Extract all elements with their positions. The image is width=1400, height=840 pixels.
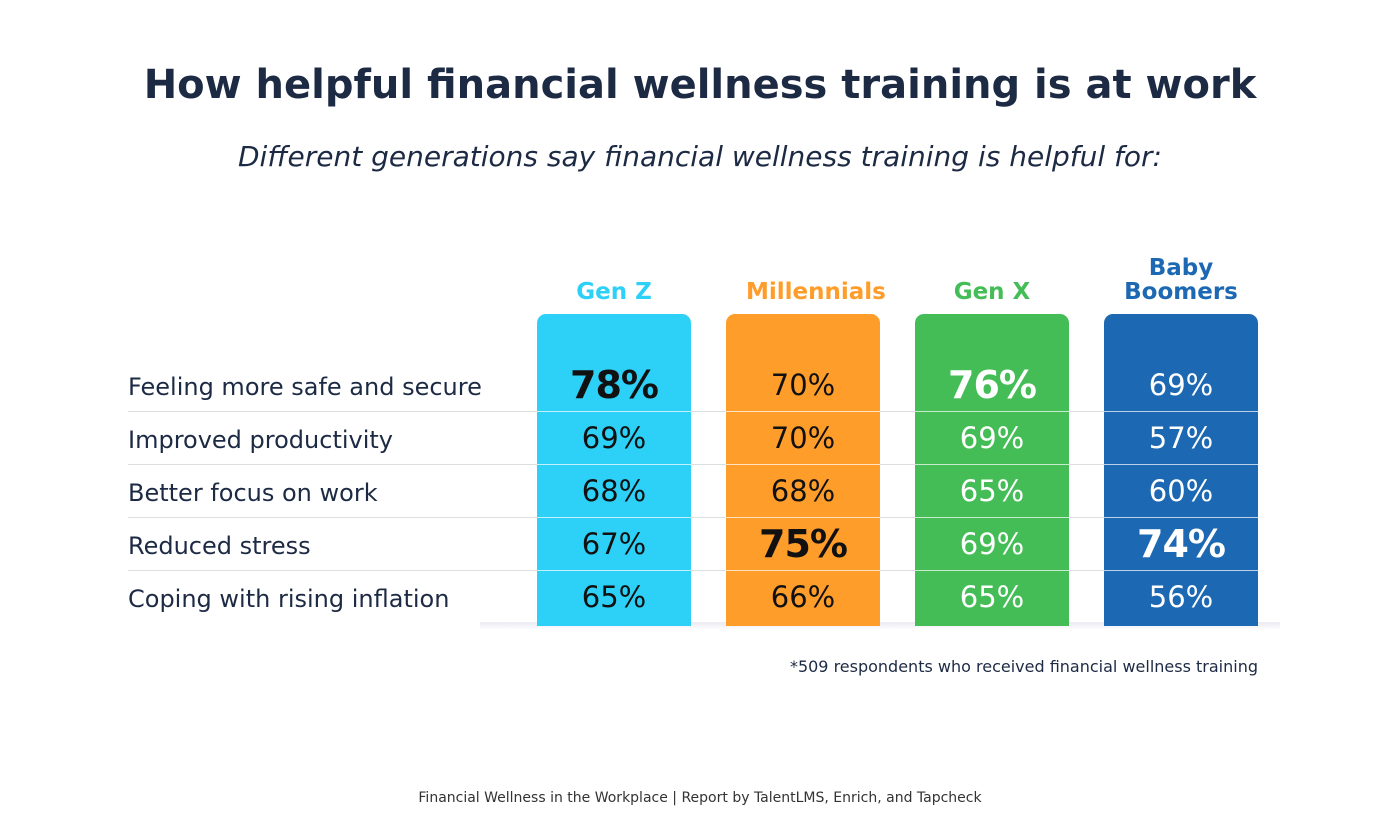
cell-value: 67%: [581, 527, 647, 561]
cell-value: 66%: [770, 580, 836, 614]
column-background: [726, 314, 880, 626]
cell-value: 69%: [959, 527, 1025, 561]
row-separator: [128, 464, 1258, 465]
cell-value: 65%: [959, 474, 1025, 508]
cell-value: 74%: [1137, 522, 1226, 566]
cell-value: 69%: [581, 421, 647, 455]
cell-value: 76%: [948, 363, 1037, 407]
cell-separator: [537, 411, 691, 412]
source: Financial Wellness in the Workplace | Re…: [418, 790, 982, 806]
cell-separator: [726, 464, 880, 465]
cell-separator: [726, 411, 880, 412]
subtitle: Different generations say financial well…: [238, 140, 1162, 173]
footnote: *509 respondents who received financial …: [789, 657, 1258, 676]
cell-value: 68%: [581, 474, 647, 508]
cell-value: 69%: [959, 421, 1025, 455]
cell-separator: [726, 570, 880, 571]
row-label: Improved productivity: [128, 426, 394, 454]
column-background: [915, 314, 1069, 626]
cell-separator: [1104, 464, 1258, 465]
cell-separator: [537, 517, 691, 518]
column-header: Gen Z: [576, 279, 652, 305]
row-label: Coping with rising inflation: [128, 585, 450, 613]
cell-value: 56%: [1148, 580, 1214, 614]
cell-separator: [1104, 411, 1258, 412]
row-label: Better focus on work: [128, 479, 378, 507]
cell-value: 60%: [1148, 474, 1214, 508]
cell-separator: [537, 570, 691, 571]
shadow: [480, 622, 1280, 630]
cell-value: 75%: [759, 522, 848, 566]
cell-separator: [1104, 570, 1258, 571]
cell-value: 68%: [770, 474, 836, 508]
row-label: Feeling more safe and secure: [128, 373, 482, 401]
row-separator: [128, 570, 1258, 571]
title: How helpful financial wellness training …: [143, 62, 1257, 108]
column-header: Gen X: [953, 279, 1031, 305]
cell-separator: [915, 411, 1069, 412]
column-background: [1104, 314, 1258, 626]
cell-value: 57%: [1148, 421, 1214, 455]
row-separator: [128, 517, 1258, 518]
cell-separator: [915, 517, 1069, 518]
row-label: Reduced stress: [128, 532, 311, 560]
column-background: [537, 314, 691, 626]
cell-value: 65%: [581, 580, 647, 614]
cell-separator: [915, 570, 1069, 571]
column-header: Millennials: [746, 279, 886, 305]
cell-separator: [915, 464, 1069, 465]
cell-separator: [537, 464, 691, 465]
cell-value: 69%: [1148, 368, 1214, 402]
row-separator: [128, 411, 1258, 412]
cell-separator: [1104, 517, 1258, 518]
cell-value: 70%: [770, 421, 836, 455]
cell-separator: [726, 517, 880, 518]
cell-value: 65%: [959, 580, 1025, 614]
cell-value: 78%: [570, 363, 659, 407]
cell-value: 70%: [770, 368, 836, 402]
column-header: Baby Boomers: [1124, 255, 1238, 305]
